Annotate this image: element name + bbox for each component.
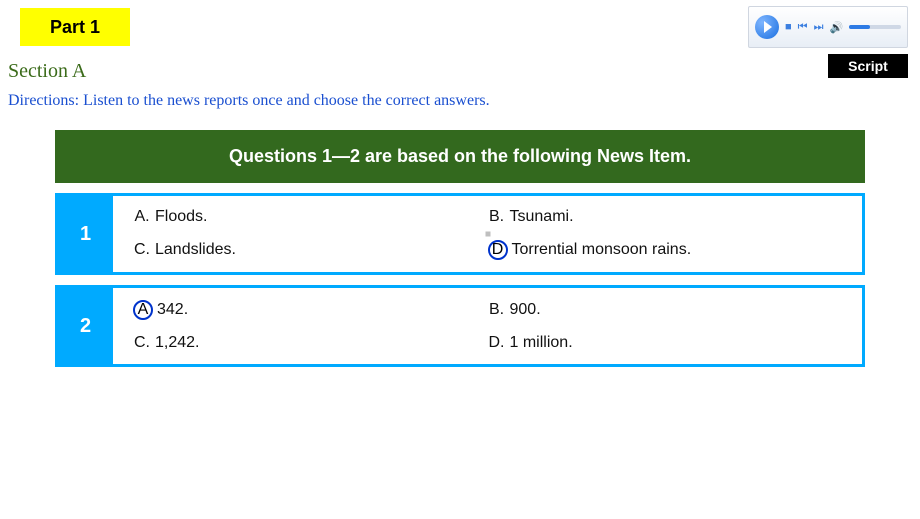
option[interactable]: A.Floods. <box>133 208 488 226</box>
option[interactable]: DTorrential monsoon rains. <box>488 240 843 260</box>
option[interactable]: D.1 million. <box>488 334 843 352</box>
option-letter: C. <box>133 241 151 259</box>
option-text: 900. <box>510 301 541 319</box>
option-letter: D. <box>488 334 506 352</box>
option-letter: A. <box>133 208 151 226</box>
directions-text: Directions: Listen to the news reports o… <box>8 92 490 110</box>
progress-bar[interactable] <box>849 25 901 29</box>
option-letter: C. <box>133 334 151 352</box>
section-label: Section A <box>8 60 86 83</box>
question-banner: Questions 1—2 are based on the following… <box>55 130 865 183</box>
stop-button[interactable]: ■ <box>785 21 792 33</box>
part-badge: Part 1 <box>20 8 130 46</box>
script-button[interactable]: Script <box>828 54 908 78</box>
prev-button[interactable]: ⏮ <box>798 21 808 34</box>
option-text: Tsunami. <box>510 208 574 226</box>
option[interactable]: B.900. <box>488 300 843 320</box>
option-text: 1 million. <box>510 334 573 352</box>
option-letter: A <box>133 300 153 320</box>
option[interactable]: B.Tsunami. <box>488 208 843 226</box>
media-player: ■ ⏮ ⏭ 🔊 <box>748 6 908 48</box>
option-letter: B. <box>488 208 506 226</box>
option-text: Landslides. <box>155 241 236 259</box>
option[interactable]: C.1,242. <box>133 334 488 352</box>
question-number: 1 <box>58 196 113 272</box>
option-text: 1,242. <box>155 334 199 352</box>
question-body: A342. B.900. C.1,242. D.1 million. <box>113 288 862 364</box>
option-letter: D <box>488 240 508 260</box>
option-text: Torrential monsoon rains. <box>512 241 692 259</box>
content-area: Questions 1—2 are based on the following… <box>55 130 865 367</box>
option[interactable]: A342. <box>133 300 488 320</box>
volume-icon[interactable]: 🔊 <box>829 21 843 34</box>
question-row: 2 A342. B.900. C.1,242. D.1 million. <box>55 285 865 367</box>
option-text: Floods. <box>155 208 207 226</box>
play-button[interactable] <box>755 15 779 39</box>
next-button[interactable]: ⏭ <box>814 21 824 34</box>
question-number: 2 <box>58 288 113 364</box>
option-text: 342. <box>157 301 188 319</box>
question-body: A.Floods. B.Tsunami. C.Landslides. DTorr… <box>113 196 862 272</box>
option-letter: B. <box>488 301 506 319</box>
option[interactable]: C.Landslides. <box>133 240 488 260</box>
marker-dot <box>485 232 490 237</box>
question-row: 1 A.Floods. B.Tsunami. C.Landslides. DTo… <box>55 193 865 275</box>
